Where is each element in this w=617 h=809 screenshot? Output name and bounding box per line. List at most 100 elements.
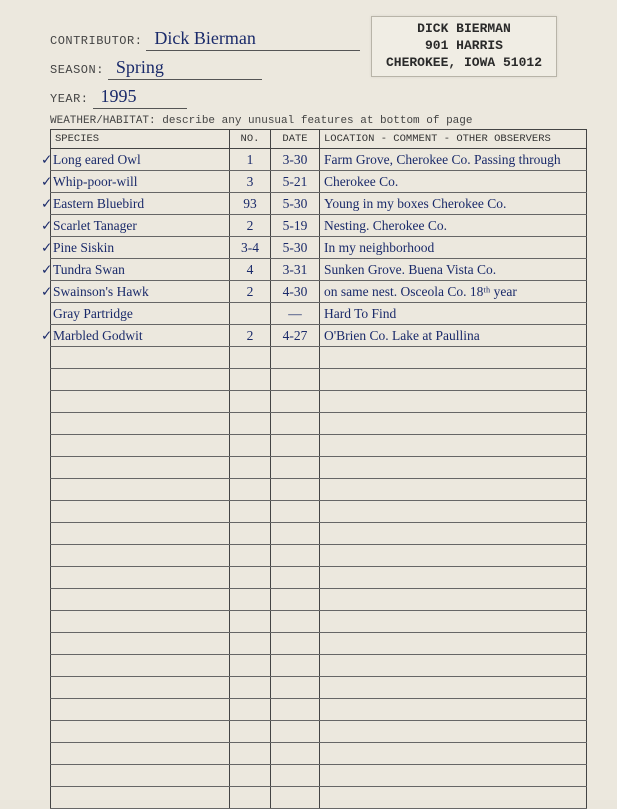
checkmark-icon: ✓: [41, 218, 53, 234]
cell-species: ✓Marbled Godwit: [51, 325, 230, 347]
table-row: [51, 501, 587, 523]
table-row: ✓Swainson's Hawk24-30on same nest. Osceo…: [51, 281, 587, 303]
empty-cell: [320, 347, 587, 369]
empty-cell: [230, 501, 271, 523]
cell-location: In my neighborhood: [320, 237, 587, 259]
checkmark-icon: ✓: [41, 152, 53, 168]
cell-species: ✓Swainson's Hawk: [51, 281, 230, 303]
species-text: Long eared Owl: [53, 152, 141, 167]
cell-species: ✓Eastern Bluebird: [51, 193, 230, 215]
table-row: [51, 567, 587, 589]
checkmark-icon: ✓: [41, 284, 53, 300]
empty-cell: [51, 677, 230, 699]
col-species: SPECIES: [51, 130, 230, 149]
empty-cell: [271, 545, 320, 567]
empty-cell: [230, 545, 271, 567]
empty-cell: [320, 523, 587, 545]
checkmark-icon: ✓: [41, 174, 53, 190]
empty-cell: [51, 435, 230, 457]
table-row: [51, 655, 587, 677]
table-row: [51, 479, 587, 501]
empty-cell: [271, 369, 320, 391]
empty-cell: [320, 743, 587, 765]
cell-date: 3-30: [271, 149, 320, 171]
table-row: [51, 435, 587, 457]
empty-cell: [320, 611, 587, 633]
empty-cell: [320, 633, 587, 655]
empty-cell: [51, 501, 230, 523]
table-row: Gray Partridge—Hard To Find: [51, 303, 587, 325]
empty-cell: [320, 545, 587, 567]
empty-cell: [51, 743, 230, 765]
empty-cell: [271, 501, 320, 523]
empty-cell: [271, 611, 320, 633]
species-text: Swainson's Hawk: [53, 284, 149, 299]
cell-species: ✓Scarlet Tanager: [51, 215, 230, 237]
observation-table: SPECIES NO. DATE LOCATION - COMMENT - OT…: [50, 129, 587, 809]
empty-cell: [51, 413, 230, 435]
cell-date: —: [271, 303, 320, 325]
empty-cell: [230, 567, 271, 589]
empty-cell: [51, 523, 230, 545]
species-text: Scarlet Tanager: [53, 218, 137, 233]
empty-cell: [51, 765, 230, 787]
table-row: [51, 457, 587, 479]
checkmark-icon: ✓: [41, 328, 53, 344]
year-line: YEAR: 1995: [50, 86, 587, 109]
empty-cell: [320, 765, 587, 787]
col-location: LOCATION - COMMENT - OTHER OBSERVERS: [320, 130, 587, 149]
cell-no: 2: [230, 325, 271, 347]
table-row: [51, 523, 587, 545]
empty-cell: [320, 677, 587, 699]
cell-location: O'Brien Co. Lake at Paullina: [320, 325, 587, 347]
species-text: Pine Siskin: [53, 240, 114, 255]
cell-date: 4-30: [271, 281, 320, 303]
table-row: [51, 699, 587, 721]
cell-species: ✓Whip-poor-will: [51, 171, 230, 193]
empty-cell: [230, 523, 271, 545]
species-text: Marbled Godwit: [53, 328, 143, 343]
empty-cell: [320, 435, 587, 457]
cell-location: Nesting. Cherokee Co.: [320, 215, 587, 237]
empty-cell: [230, 699, 271, 721]
table-row: [51, 413, 587, 435]
empty-cell: [271, 765, 320, 787]
empty-cell: [51, 699, 230, 721]
empty-cell: [271, 413, 320, 435]
empty-cell: [271, 677, 320, 699]
cell-location: Young in my boxes Cherokee Co.: [320, 193, 587, 215]
empty-cell: [230, 743, 271, 765]
cell-no: 2: [230, 281, 271, 303]
year-label: YEAR:: [50, 92, 89, 106]
cell-no: 3-4: [230, 237, 271, 259]
empty-cell: [230, 479, 271, 501]
empty-cell: [271, 699, 320, 721]
empty-cell: [320, 457, 587, 479]
empty-cell: [51, 787, 230, 809]
cell-date: 5-19: [271, 215, 320, 237]
cell-species: Gray Partridge: [51, 303, 230, 325]
empty-cell: [230, 457, 271, 479]
empty-cell: [51, 457, 230, 479]
col-date: DATE: [271, 130, 320, 149]
empty-cell: [230, 435, 271, 457]
empty-cell: [51, 369, 230, 391]
empty-cell: [320, 787, 587, 809]
empty-cell: [320, 413, 587, 435]
empty-cell: [320, 567, 587, 589]
empty-cell: [230, 765, 271, 787]
species-text: Eastern Bluebird: [53, 196, 144, 211]
cell-location: Sunken Grove. Buena Vista Co.: [320, 259, 587, 281]
cell-no: 93: [230, 193, 271, 215]
table-row: [51, 721, 587, 743]
stamp-city: CHEROKEE, IOWA 51012: [386, 55, 542, 72]
empty-cell: [320, 391, 587, 413]
table-row: [51, 545, 587, 567]
empty-cell: [230, 611, 271, 633]
species-text: Gray Partridge: [53, 306, 133, 321]
empty-cell: [51, 589, 230, 611]
stamp-name: DICK BIERMAN: [386, 21, 542, 38]
table-row: ✓Tundra Swan43-31Sunken Grove. Buena Vis…: [51, 259, 587, 281]
cell-species: ✓Pine Siskin: [51, 237, 230, 259]
cell-no: 2: [230, 215, 271, 237]
